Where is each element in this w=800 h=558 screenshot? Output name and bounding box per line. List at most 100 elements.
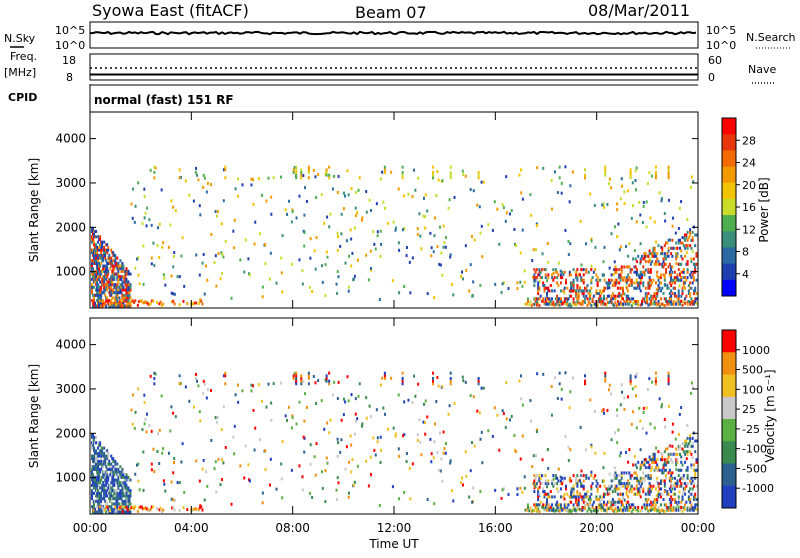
power-echo-cell	[383, 165, 386, 169]
velocity-echo-cell	[114, 459, 117, 463]
power-echo-cell	[648, 249, 651, 253]
velocity-echo-cell	[679, 479, 681, 483]
power-echo-cell	[692, 292, 695, 296]
power-echo-cell	[658, 281, 661, 285]
velocity-echo-cell	[667, 382, 670, 386]
velocity-echo-cell	[568, 406, 571, 410]
velocity-echo-cell	[174, 415, 177, 419]
velocity-echo-cell	[104, 454, 107, 458]
power-echo-cell	[649, 262, 652, 266]
power-echo-cell	[121, 304, 124, 308]
velocity-echo-cell	[92, 441, 95, 445]
velocity-echo-cell	[516, 487, 519, 491]
power-echo-cell	[102, 275, 105, 279]
velocity-echo-cell	[110, 462, 113, 466]
power-echo-cell	[325, 173, 328, 177]
velocity-echo-cell	[557, 503, 560, 507]
velocity-echo-cell	[197, 384, 200, 388]
velocity-echo-cell	[441, 385, 444, 389]
power-echo-cell	[122, 275, 125, 279]
power-echo-cell	[109, 277, 112, 281]
power-echo-cell	[642, 284, 645, 288]
power-echo-cell	[172, 292, 175, 296]
power-echo-cell	[93, 240, 96, 244]
power-echo-cell	[535, 276, 538, 280]
velocity-echo-cell	[97, 446, 100, 450]
velocity-echo-cell	[103, 491, 106, 495]
power-echo-cell	[129, 272, 132, 276]
power-echo-cell	[596, 276, 599, 280]
power-echo-cell	[663, 284, 666, 288]
power-echo-cell	[98, 267, 101, 271]
velocity-echo-cell	[538, 503, 541, 507]
power-echo-cell	[124, 269, 127, 273]
power-echo-cell	[581, 289, 584, 293]
velocity-echo-cell	[670, 458, 673, 462]
velocity-echo-cell	[575, 509, 578, 513]
power-echo-cell	[653, 254, 656, 258]
power-echo-cell	[671, 246, 674, 250]
power-echo-cell	[667, 173, 670, 177]
power-echo-cell	[156, 226, 159, 230]
velocity-echo-cell	[589, 398, 592, 402]
power-echo-cell	[350, 237, 353, 241]
power-echo-cell	[461, 270, 464, 274]
power-echo-cell	[121, 293, 124, 297]
power-echo-cell	[572, 289, 575, 293]
velocity-echo-cell	[649, 476, 652, 480]
power-echo-cell	[667, 198, 670, 202]
power-echo-cell	[552, 268, 555, 272]
power-echo-cell	[124, 275, 127, 279]
power-echo-cell	[600, 292, 603, 296]
power-echo-cell	[649, 270, 652, 274]
velocity-echo-cell	[616, 508, 619, 512]
power-echo-cell	[570, 273, 573, 277]
velocity-echo-cell	[628, 508, 631, 512]
power-echo-cell	[328, 225, 331, 229]
power-echo-cell	[530, 213, 533, 217]
power-echo-cell	[665, 300, 668, 304]
power-echo-cell	[96, 251, 99, 255]
power-echo-cell	[619, 300, 622, 304]
velocity-echo-cell	[127, 486, 130, 490]
velocity-echo-cell	[95, 449, 98, 453]
velocity-echo-cell	[429, 437, 432, 441]
power-echo-cell	[493, 200, 496, 204]
power-echo-cell	[546, 297, 548, 301]
power-echo-cell	[665, 241, 668, 245]
velocity-echo-cell	[667, 455, 670, 459]
power-echo-cell	[615, 278, 618, 282]
power-echo-cell	[534, 248, 537, 252]
power-echo-cell	[112, 277, 115, 281]
power-echo-cell	[150, 262, 153, 266]
power-echo-cell	[514, 244, 517, 248]
power-echo-cell	[91, 251, 94, 255]
power-echo-cell	[115, 299, 118, 303]
power-echo-cell	[97, 259, 100, 263]
power-echo-cell	[590, 264, 593, 268]
velocity-echo-cell	[533, 503, 536, 507]
velocity-echo-cell	[557, 506, 560, 510]
velocity-echo-cell	[677, 506, 680, 510]
velocity-echo-cell	[101, 451, 104, 455]
power-echo-cell	[462, 173, 465, 177]
power-echo-cell	[610, 278, 613, 282]
velocity-echo-cell	[131, 505, 134, 509]
power-echo-cell	[513, 227, 516, 231]
velocity-echo-cell	[667, 460, 670, 464]
velocity-echo-cell	[597, 503, 600, 507]
power-echo-cell	[111, 261, 114, 265]
velocity-echo-cell	[670, 482, 673, 486]
velocity-echo-cell	[116, 489, 119, 493]
velocity-echo-cell	[112, 510, 115, 514]
power-echo-cell	[117, 269, 120, 273]
power-echo-cell	[637, 254, 640, 258]
power-echo-cell	[94, 259, 97, 263]
power-echo-cell	[533, 297, 536, 301]
velocity-echo-cell	[101, 446, 104, 450]
power-echo-cell	[561, 302, 564, 306]
power-echo-cell	[670, 302, 673, 306]
velocity-echo-cell	[337, 380, 340, 384]
power-echo-cell	[127, 285, 130, 289]
power-echo-cell	[369, 266, 372, 270]
